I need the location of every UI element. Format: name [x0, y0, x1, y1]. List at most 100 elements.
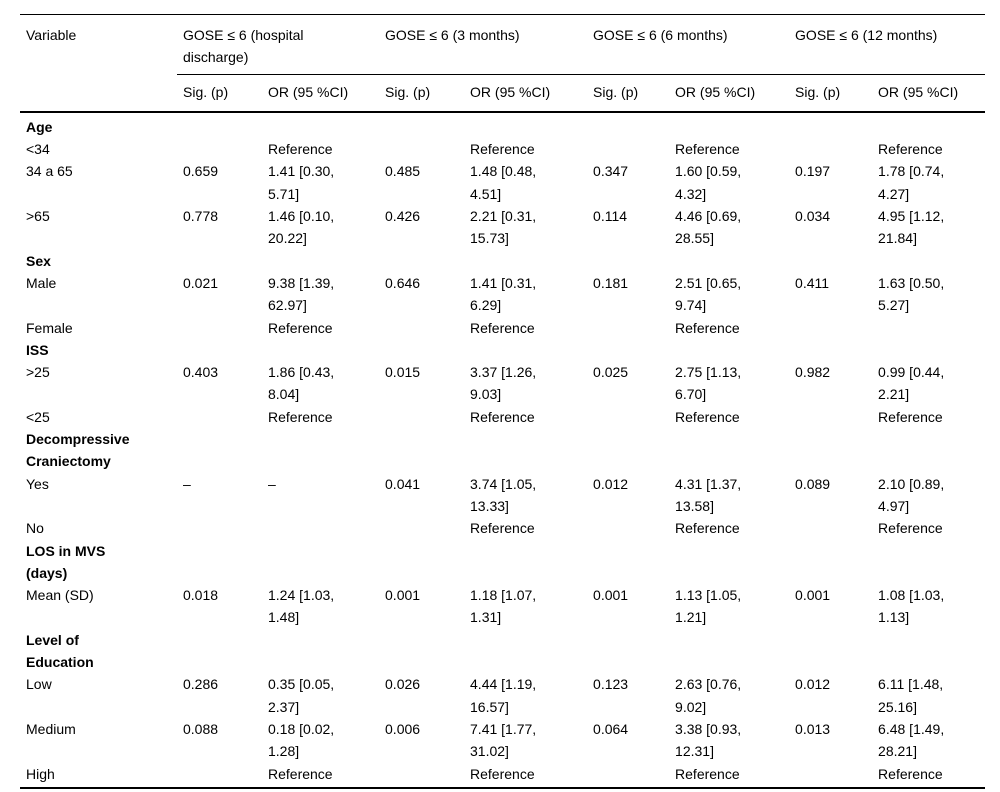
- section-row: Age: [20, 112, 985, 138]
- sig-value-cell: 0.347: [593, 163, 629, 180]
- or-value-cell: Reference: [470, 319, 535, 336]
- sig-value-cell: 0.001: [385, 587, 421, 604]
- data-row: Male 0.021 9.38 [1.39, 62.97] 0.646 1.41 [0.…: [20, 272, 985, 317]
- or-value-cell: Reference: [675, 520, 740, 537]
- or-column-header: OR (95 %CI): [464, 74, 588, 113]
- sig-value-cell: 0.015: [385, 364, 421, 381]
- data-row: 34 a 65 0.659 1.41 [0.30, 5.71] 0.485 1.48 […: [20, 160, 985, 205]
- or-value-cell: 4.95 [1.12, 21.84]: [878, 208, 945, 247]
- sig-value-cell: 0.778: [183, 208, 219, 225]
- or-value-cell: 0.35 [0.05, 2.37]: [268, 676, 335, 715]
- sig-value-cell: [177, 428, 262, 473]
- sig-value-cell: [587, 339, 669, 361]
- or-value-cell: Reference: [878, 141, 943, 158]
- or-value-cell: 4.31 [1.37, 13.58]: [675, 475, 742, 514]
- or-value-cell: [872, 629, 985, 674]
- or-value-cell: [669, 428, 789, 473]
- row-label: 34 a 65: [26, 163, 73, 180]
- sig-value-cell: [379, 112, 464, 138]
- sig-value-cell: [587, 138, 669, 160]
- data-row: Medium 0.088 0.18 [0.02, 1.28] 0.006 7.41 [1…: [20, 718, 985, 763]
- section-row: ISS: [20, 339, 985, 361]
- or-value-cell: [872, 540, 985, 585]
- sig-value-cell: 0.064: [593, 720, 629, 737]
- data-row: No Reference Reference Reference: [20, 517, 985, 539]
- or-value-cell: 3.38 [0.93, 12.31]: [675, 720, 742, 760]
- sig-value-cell: 0.001: [795, 587, 831, 604]
- sig-column-header: Sig. (p): [177, 74, 262, 113]
- row-label: Mean (SD): [26, 587, 94, 604]
- sig-value-cell: 0.018: [183, 587, 219, 604]
- group-column-header: GOSE ≤ 6 (6 months): [587, 14, 790, 75]
- or-value-cell: 1.13 [1.05, 1.21]: [675, 587, 742, 626]
- sig-value-cell: [789, 406, 872, 428]
- data-row: Yes – – 0.041 3.74 [1.05, 13.33] 0.012 4.31 [1…: [20, 473, 985, 518]
- section-row: Level of Education: [20, 629, 985, 674]
- sig-value-cell: 0.025: [593, 364, 629, 381]
- data-row: <25 Reference Reference Reference Reference: [20, 406, 985, 428]
- sig-value-cell: [177, 517, 262, 539]
- sig-value-cell: 0.012: [795, 676, 831, 693]
- sig-value-cell: [177, 138, 262, 160]
- section-label: Sex: [26, 252, 51, 269]
- sig-value-cell: [587, 428, 669, 473]
- or-value-cell: 1.08 [1.03, 1.13]: [878, 587, 945, 626]
- sig-value-cell: [789, 629, 872, 674]
- sig-value-cell: [789, 517, 872, 539]
- group-column-header: GOSE ≤ 6 (12 months): [789, 14, 986, 75]
- or-value-cell: 1.86 [0.43, 8.04]: [268, 364, 335, 403]
- data-row: High Reference Reference Reference Reference: [20, 763, 985, 788]
- or-value-cell: Reference: [268, 141, 333, 158]
- or-value-cell: 1.24 [1.03, 1.48]: [268, 587, 335, 626]
- sig-column-header: Sig. (p): [379, 74, 465, 113]
- sig-value-cell: 0.088: [183, 720, 219, 737]
- sig-value-cell: [789, 250, 872, 272]
- section-row: Decompressive Craniectomy: [20, 428, 985, 473]
- sig-value-cell: 0.426: [385, 208, 421, 225]
- or-value-cell: Reference: [470, 141, 535, 158]
- or-value-cell: [669, 112, 789, 138]
- or-value-cell: Reference: [878, 408, 943, 425]
- sig-value-cell: 0.041: [385, 475, 421, 492]
- or-value-cell: 1.48 [0.48, 4.51]: [470, 163, 537, 202]
- sig-value-cell: [379, 540, 464, 585]
- or-value-cell: Reference: [675, 319, 740, 336]
- or-value-cell: 3.37 [1.26, 9.03]: [470, 364, 537, 403]
- sig-value-cell: [789, 428, 872, 473]
- or-value-cell: 2.51 [0.65, 9.74]: [675, 274, 742, 314]
- or-value-cell: 6.48 [1.49, 28.21]: [878, 720, 945, 760]
- sig-value-cell: [177, 317, 262, 339]
- row-label: >25: [26, 364, 50, 381]
- or-value-cell: [464, 540, 587, 585]
- or-value-cell: [464, 250, 587, 272]
- sig-value-cell: [789, 138, 872, 160]
- or-value-cell: [262, 517, 379, 539]
- sig-value-cell: [587, 112, 669, 138]
- or-value-cell: 4.46 [0.69, 28.55]: [675, 208, 742, 247]
- or-value-cell: Reference: [675, 141, 740, 158]
- sig-value-cell: [379, 250, 464, 272]
- or-value-cell: [872, 317, 985, 339]
- sig-value-cell: 0.982: [795, 364, 831, 381]
- sig-value-cell: 0.001: [593, 587, 629, 604]
- or-column-header: OR (95 %CI): [262, 74, 380, 113]
- sig-value-cell: 0.114: [593, 208, 628, 225]
- or-value-cell: Reference: [268, 319, 333, 336]
- or-value-cell: [669, 629, 789, 674]
- or-value-cell: 2.10 [0.89, 4.97]: [878, 475, 945, 514]
- or-value-cell: Reference: [675, 408, 740, 425]
- data-row: >25 0.403 1.86 [0.43, 8.04] 0.015 3.37 [1.26…: [20, 361, 985, 406]
- row-label: >65: [26, 208, 50, 225]
- sig-value-cell: 0.646: [385, 274, 421, 291]
- or-value-cell: 2.63 [0.76, 9.02]: [675, 676, 742, 715]
- row-label: Female: [26, 319, 73, 336]
- or-column-header: OR (95 %CI): [872, 74, 986, 113]
- or-value-cell: [262, 629, 379, 674]
- or-value-cell: –: [268, 475, 276, 492]
- or-value-cell: [262, 540, 379, 585]
- or-value-cell: [669, 250, 789, 272]
- sig-value-cell: [177, 540, 262, 585]
- sig-value-cell: 0.123: [593, 676, 629, 693]
- or-value-cell: 1.78 [0.74, 4.27]: [878, 163, 945, 202]
